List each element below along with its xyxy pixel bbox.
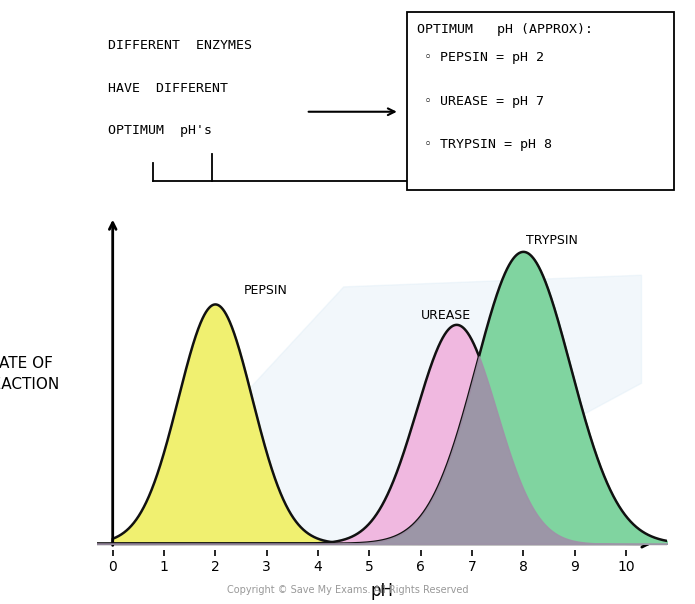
Text: RATE OF
REACTION: RATE OF REACTION: [0, 356, 60, 393]
Text: DIFFERENT  ENZYMES: DIFFERENT ENZYMES: [108, 39, 252, 53]
X-axis label: pH: pH: [370, 582, 394, 600]
Text: UREASE: UREASE: [420, 309, 471, 322]
Text: OPTIMUM  pH's: OPTIMUM pH's: [108, 124, 212, 137]
Text: ◦ PEPSIN = pH 2: ◦ PEPSIN = pH 2: [424, 51, 544, 65]
Text: OPTIMUM   pH (APPROX):: OPTIMUM pH (APPROX):: [417, 23, 593, 36]
Text: HAVE  DIFFERENT: HAVE DIFFERENT: [108, 82, 228, 95]
Bar: [407, 12, 674, 190]
Text: PEPSIN: PEPSIN: [244, 284, 288, 297]
Text: Copyright © Save My Exams. All Rights Reserved: Copyright © Save My Exams. All Rights Re…: [227, 585, 468, 595]
Text: ◦ UREASE = pH 7: ◦ UREASE = pH 7: [424, 95, 544, 108]
Polygon shape: [241, 275, 641, 544]
Text: ◦ TRYPSIN = pH 8: ◦ TRYPSIN = pH 8: [424, 138, 552, 152]
Text: TRYPSIN: TRYPSIN: [526, 234, 578, 248]
